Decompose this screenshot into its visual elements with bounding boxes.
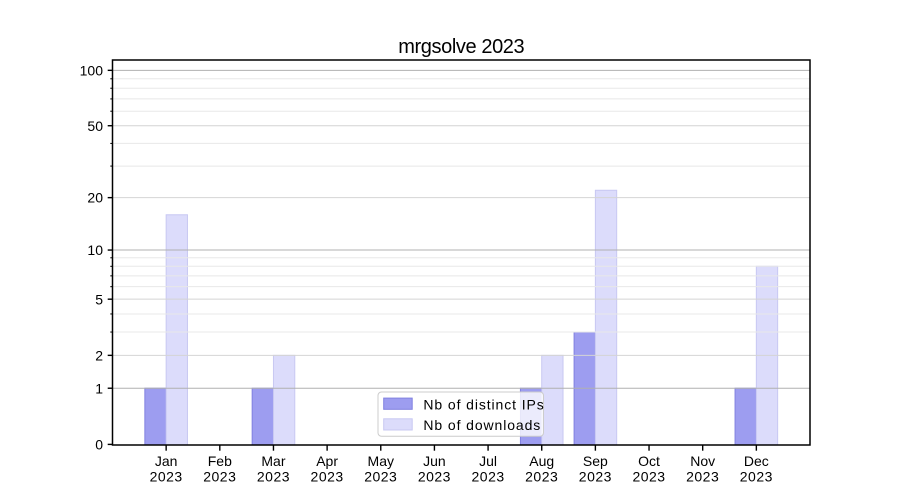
svg-text:100: 100	[80, 62, 104, 78]
svg-text:Oct: Oct	[638, 453, 660, 469]
svg-text:2: 2	[95, 347, 103, 363]
svg-text:Feb: Feb	[208, 453, 232, 469]
svg-text:2023: 2023	[311, 469, 344, 485]
svg-text:0: 0	[95, 437, 103, 453]
svg-text:10: 10	[87, 242, 103, 258]
svg-text:2023: 2023	[472, 469, 505, 485]
svg-text:2023: 2023	[740, 469, 773, 485]
svg-text:2023: 2023	[418, 469, 451, 485]
svg-text:50: 50	[87, 118, 103, 134]
svg-text:Sep: Sep	[583, 453, 608, 469]
svg-text:Jul: Jul	[479, 453, 497, 469]
svg-text:1: 1	[95, 380, 103, 396]
svg-text:2023: 2023	[364, 469, 397, 485]
svg-text:2023: 2023	[203, 469, 236, 485]
svg-text:Nb of downloads: Nb of downloads	[423, 417, 541, 433]
svg-text:Mar: Mar	[261, 453, 285, 469]
svg-text:Aug: Aug	[529, 453, 554, 469]
svg-text:2023: 2023	[579, 469, 612, 485]
svg-text:2023: 2023	[686, 469, 719, 485]
svg-text:Apr: Apr	[316, 453, 338, 469]
svg-text:Jan: Jan	[155, 453, 178, 469]
svg-text:2023: 2023	[525, 469, 558, 485]
svg-text:2023: 2023	[632, 469, 665, 485]
svg-text:Jun: Jun	[423, 453, 446, 469]
svg-text:2023: 2023	[257, 469, 290, 485]
svg-text:20: 20	[87, 190, 103, 206]
svg-text:May: May	[368, 453, 394, 469]
svg-text:Nov: Nov	[690, 453, 715, 469]
svg-text:Dec: Dec	[744, 453, 769, 469]
svg-text:Nb of distinct IPs: Nb of distinct IPs	[423, 396, 544, 412]
svg-text:5: 5	[95, 291, 103, 307]
svg-text:2023: 2023	[150, 469, 183, 485]
svg-text:mrgsolve 2023: mrgsolve 2023	[398, 36, 524, 58]
